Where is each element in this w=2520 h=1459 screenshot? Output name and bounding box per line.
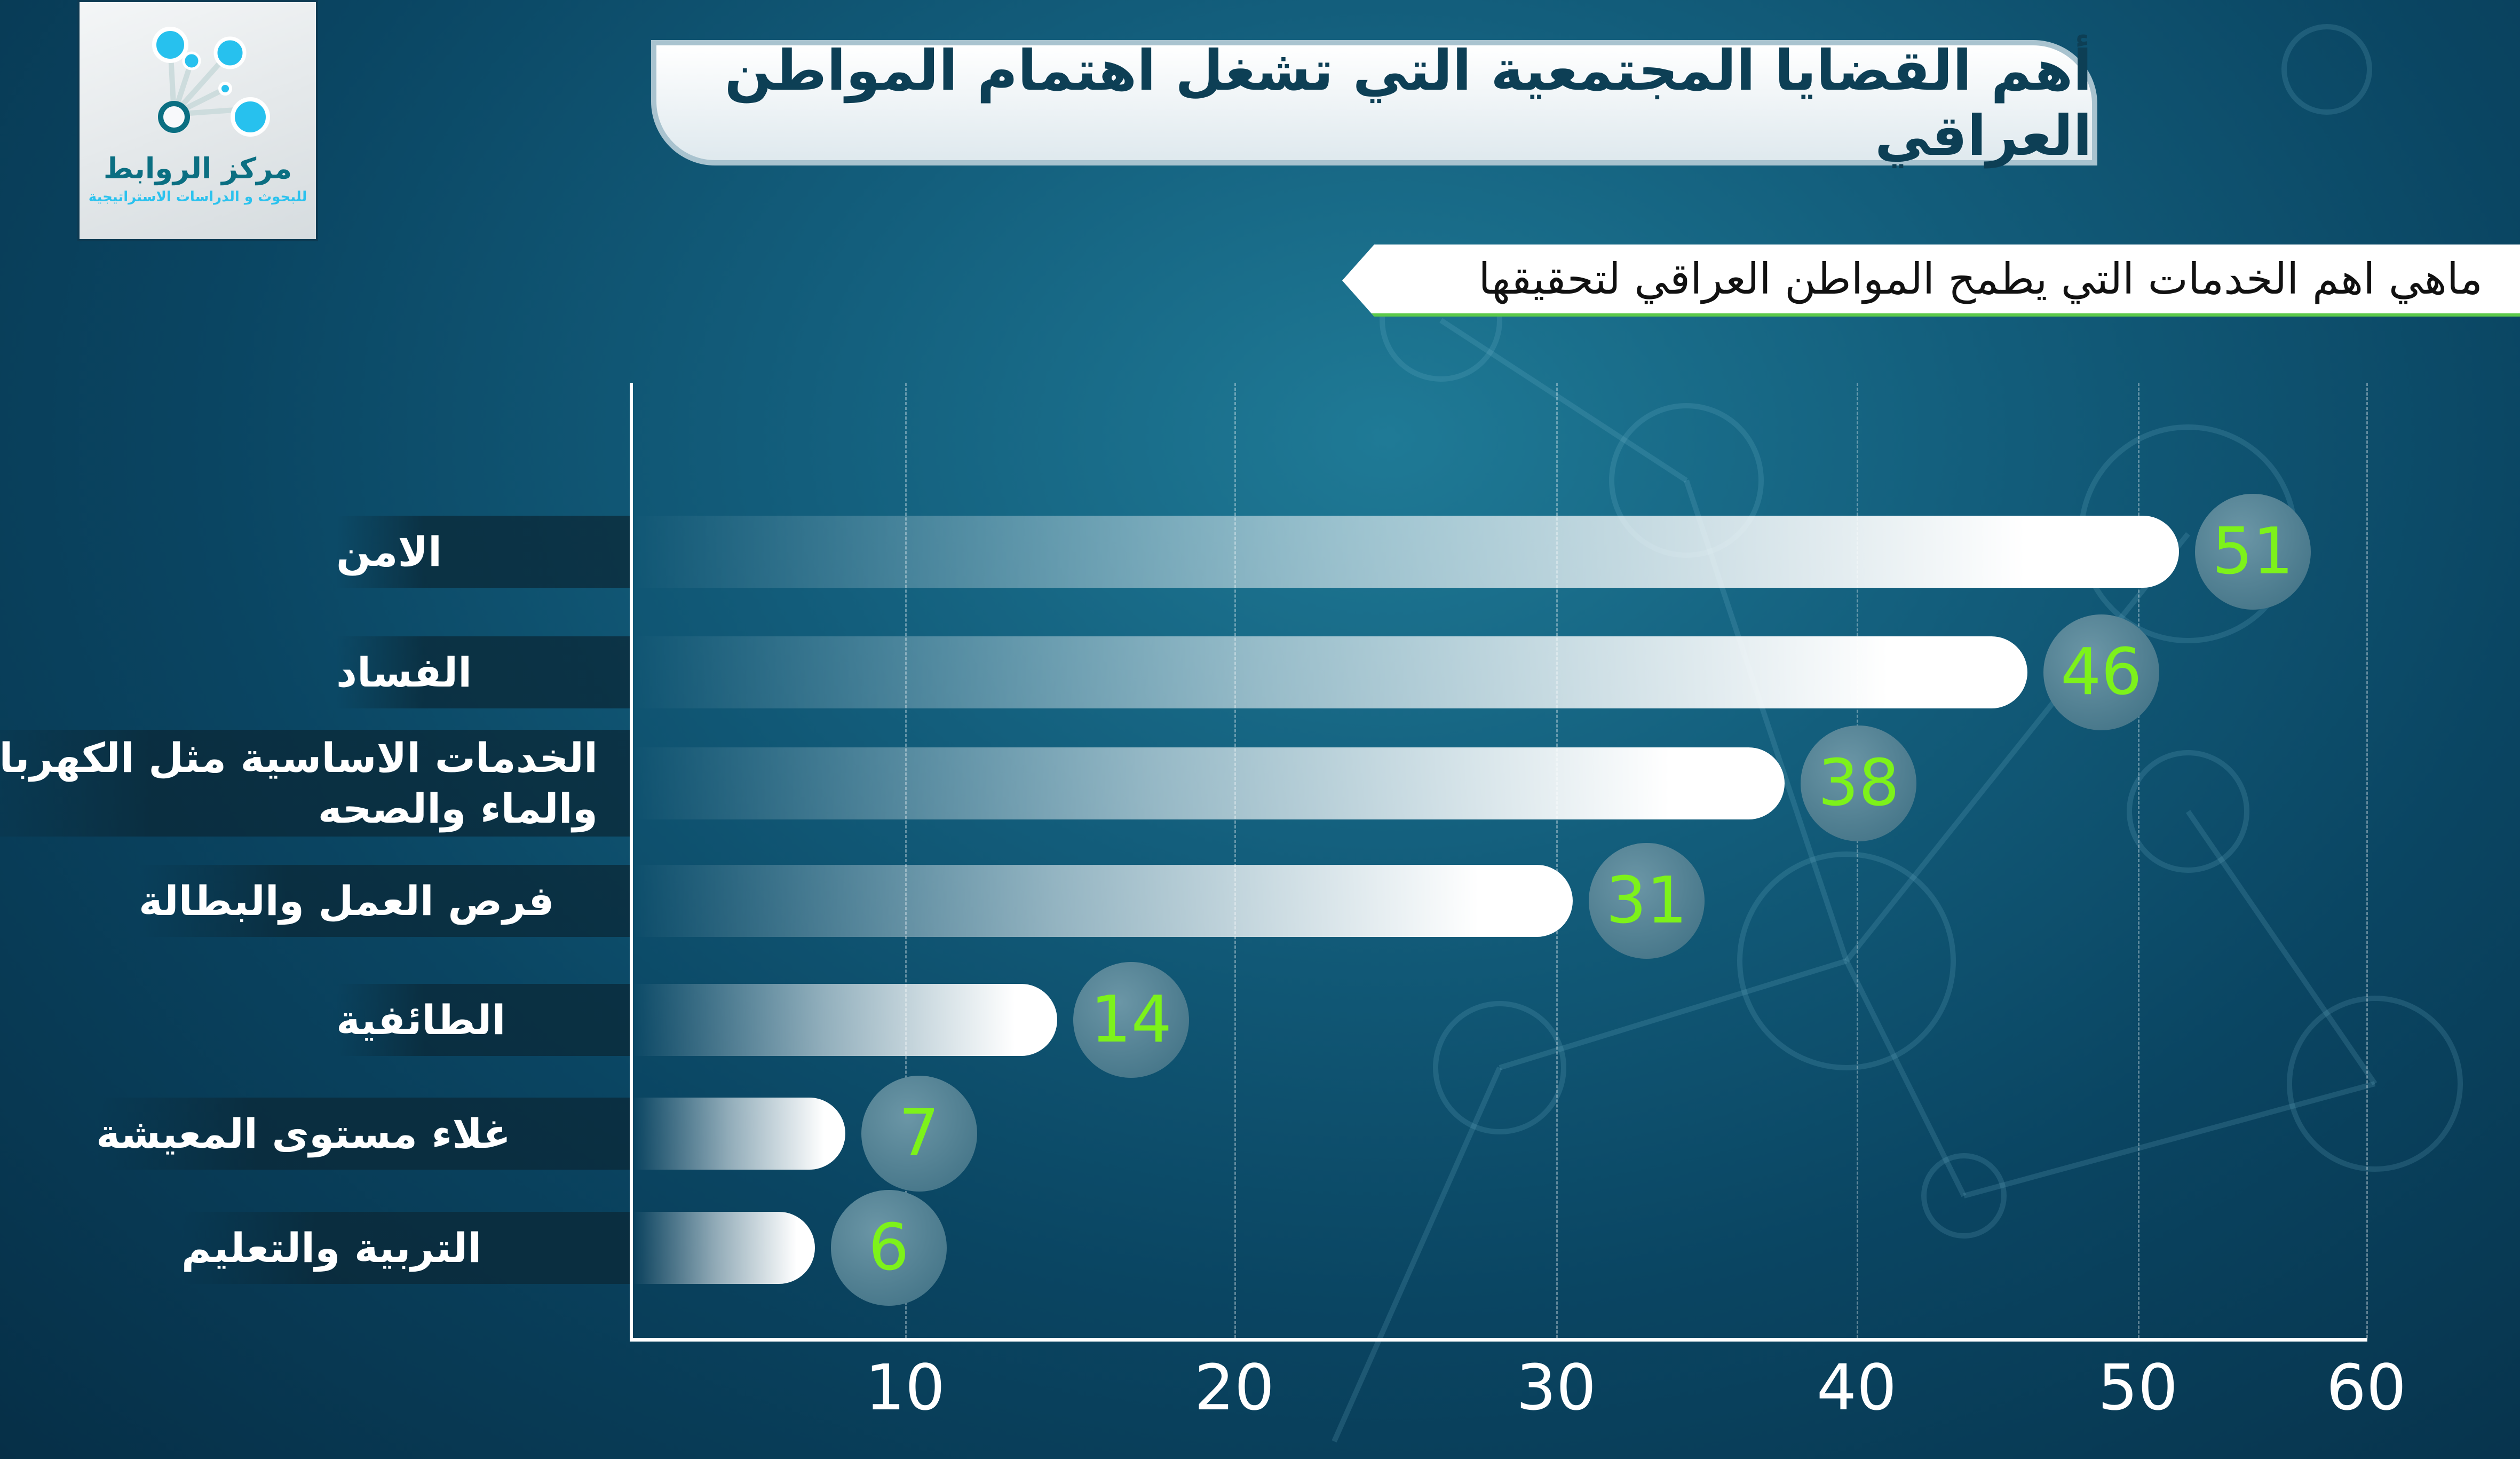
x-tick-label: 50 <box>2097 1351 2178 1424</box>
title-banner: أهم القضايا المجتمعية التي تشغل اهتمام ا… <box>651 37 2097 168</box>
value-label: 46 <box>2043 614 2159 730</box>
bar <box>633 636 2027 708</box>
y-axis-line <box>630 383 633 1341</box>
category-label: الخدمات الاساسية مثل الكهرباء والماء وال… <box>0 730 630 837</box>
category-label: التربية والتعليم <box>181 1212 630 1284</box>
chart-subtitle: ماهي اهم الخدمات التي يطمح المواطن العرا… <box>1478 254 2483 304</box>
gridline <box>1234 383 1236 1338</box>
gridline <box>905 383 907 1338</box>
gridline <box>1857 383 1858 1338</box>
bar <box>633 747 1785 819</box>
value-label: 38 <box>1801 725 1917 841</box>
logo-network-icon <box>152 27 270 137</box>
x-tick-label: 10 <box>865 1351 946 1424</box>
value-label: 14 <box>1073 962 1190 1078</box>
logo-tagline: للبحوث و الدراسات الاستراتيجية <box>88 189 307 205</box>
x-axis-line <box>630 1338 2367 1342</box>
logo: مركز الروابط للبحوث و الدراسات الاستراتي… <box>77 0 318 241</box>
gridline <box>2138 383 2139 1338</box>
gridline <box>1556 383 1558 1338</box>
x-tick-label: 60 <box>2326 1351 2407 1424</box>
category-label: الفساد <box>336 636 630 708</box>
subtitle-banner: ماهي اهم الخدمات التي يطمح المواطن العرا… <box>1342 245 2520 317</box>
bar <box>633 1212 815 1284</box>
bar <box>633 865 1573 937</box>
value-label: 7 <box>861 1076 977 1192</box>
bar <box>633 984 1058 1056</box>
category-label: الامن <box>336 516 630 588</box>
logo-name: مركز الروابط <box>103 152 292 185</box>
category-label: الطائفية <box>336 984 630 1056</box>
value-label: 51 <box>2194 494 2311 610</box>
x-tick-label: 40 <box>1816 1351 1897 1424</box>
category-label: فرص العمل والبطالة <box>139 865 630 937</box>
category-label: غلاء مستوى المعيشة <box>96 1098 630 1170</box>
bar <box>633 516 2179 588</box>
value-label: 31 <box>1588 843 1705 959</box>
bar <box>633 1098 845 1170</box>
x-tick-label: 20 <box>1194 1351 1275 1424</box>
page-title: أهم القضايا المجتمعية التي تشغل اهتمام ا… <box>724 37 2092 168</box>
gridline <box>2366 383 2368 1338</box>
x-tick-label: 30 <box>1516 1351 1597 1424</box>
value-label: 6 <box>830 1190 947 1306</box>
